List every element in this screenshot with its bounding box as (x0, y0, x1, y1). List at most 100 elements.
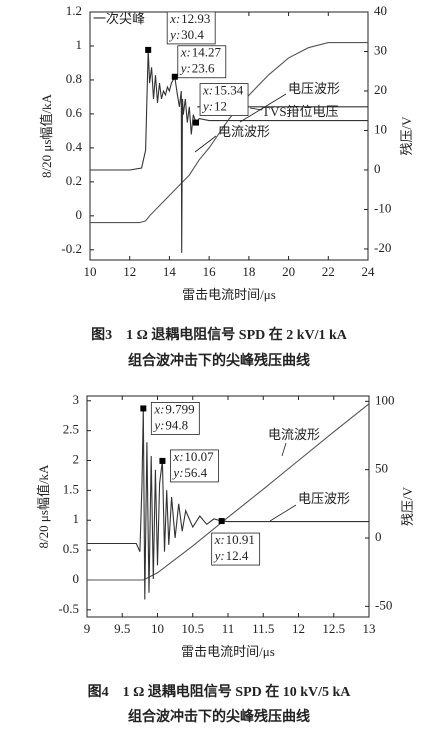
datatip-key: y: (201, 99, 213, 114)
label-leader (239, 93, 287, 123)
y2-tick-label: 40 (374, 3, 387, 18)
series-line (90, 42, 368, 224)
datatip-box (166, 11, 216, 45)
y-tick-label: -0.2 (61, 241, 82, 256)
x-tick-label: 9 (84, 621, 91, 636)
y-tick-label: 0 (76, 207, 83, 222)
y2-tick-label: -50 (375, 597, 392, 612)
datatip-marker (171, 73, 178, 80)
y-tick-label: 0.4 (66, 139, 83, 154)
x-tick-label: 12 (123, 264, 136, 279)
plot-frame (86, 395, 370, 618)
x-tick-label: 12.5 (322, 621, 345, 636)
series-label: 电压波形 (288, 81, 340, 96)
x-tick-label: 20 (282, 264, 295, 279)
series-label: 电流波形 (268, 427, 320, 442)
y-tick-label: 1.2 (66, 3, 82, 18)
datatip-box (150, 402, 200, 435)
datatip-value: 12 (214, 99, 227, 114)
datatip-key: x: (202, 83, 213, 98)
plot-frame (89, 11, 369, 261)
x-tick-label: 10.5 (181, 621, 204, 636)
y-tick-label: 0.5 (63, 541, 79, 556)
label-leader (269, 504, 297, 522)
y2-tick-label: 10 (374, 121, 387, 136)
datatip-key: x: (214, 532, 225, 547)
datatip-box (211, 532, 261, 566)
y-tick-label: 1 (73, 511, 80, 526)
datatip-value: 14.27 (192, 45, 222, 60)
datatip-key: y: (171, 465, 183, 480)
y-tick-label: 0.2 (66, 173, 82, 188)
datatip-value: 94.8 (165, 417, 188, 432)
x-tick-label: 24 (362, 264, 376, 279)
datatip-value: 30.4 (181, 27, 204, 42)
caption: 组合波冲击下的尖峰残压曲线 (128, 352, 310, 369)
y2-tick-label: -10 (374, 200, 391, 215)
y-tick-label: -0.5 (58, 601, 79, 616)
datatip-box (199, 83, 249, 116)
annotation: 一次尖峰 (93, 11, 145, 26)
datatip-value: 23.6 (192, 61, 215, 76)
datatip-box (177, 45, 227, 79)
datatip-key: y: (179, 61, 191, 76)
y2-tick-label: -20 (374, 240, 391, 255)
datatip-marker (140, 405, 147, 412)
datatip-value: 12.93 (181, 11, 210, 26)
caption: 图3 1 Ω 退耦电阻信号 SPD 在 2 kV/1 kA (91, 326, 348, 343)
x-tick-label: 11 (222, 621, 235, 636)
datatip-key: x: (153, 401, 164, 416)
label-leader (281, 442, 287, 457)
x-tick-label: 22 (322, 264, 335, 279)
y2-tick-label: 0 (374, 161, 381, 176)
datatip-marker (218, 518, 225, 525)
x-tick-label: 16 (203, 264, 217, 279)
datatip-marker (159, 457, 166, 464)
y-axis-label: 8/20 μs幅值/kA (39, 93, 54, 178)
x-tick-label: 18 (242, 264, 255, 279)
caption: 图4 1 Ω 退耦电阻信号 SPD 在 10 kV/5 kA (88, 683, 352, 700)
x-tick-label: 10 (151, 621, 164, 636)
datatip-value: 10.07 (184, 449, 214, 464)
datatip-value: 9.799 (165, 401, 194, 416)
y-tick-label: 1 (76, 37, 83, 52)
datatip-marker (193, 119, 200, 126)
label-leader (249, 107, 263, 111)
y-tick-label: 0.6 (66, 105, 83, 120)
datatip-key: y: (168, 27, 180, 42)
datatip-value: 12.4 (226, 548, 249, 563)
series-line (87, 403, 370, 581)
caption: 组合波冲击下的尖峰残压曲线 (128, 708, 310, 725)
series-label: 电压波形 (298, 491, 350, 506)
datatip-key: x: (180, 45, 191, 60)
x-axis-label: 雷击电流时间/μs (181, 644, 275, 659)
x-tick-label: 13 (363, 621, 376, 636)
x-tick-label: 12 (292, 621, 305, 636)
y2-axis-label: 残压/V (399, 116, 414, 156)
y-tick-label: 1.5 (63, 481, 79, 496)
datatip-box (170, 449, 219, 483)
series-label: 电流波形 (218, 124, 270, 139)
datatip-value: 10.91 (226, 532, 255, 547)
datatip-marker (145, 46, 152, 53)
x-tick-label: 14 (163, 264, 177, 279)
datatip-value: 56.4 (184, 465, 207, 480)
x-tick-label: 11.5 (252, 621, 274, 636)
datatip-key: x: (169, 11, 180, 26)
datatip-key: y: (152, 417, 164, 432)
y-tick-label: 0.8 (66, 71, 82, 86)
datatip-value: 15.34 (214, 83, 244, 98)
x-axis-label: 雷击电流时间/μs (182, 287, 276, 302)
label-leader (194, 135, 217, 153)
y2-tick-label: 0 (375, 529, 382, 544)
y-axis-label: 8/20 μs幅值/kA (36, 464, 51, 549)
x-tick-label: 9.5 (114, 621, 130, 636)
datatip-key: x: (172, 449, 183, 464)
y-tick-label: 3 (73, 392, 80, 407)
datatip-key: y: (213, 548, 225, 563)
y-tick-label: 2 (73, 451, 80, 466)
series-label: TVS箝位电压 (262, 104, 339, 119)
y2-tick-label: 100 (375, 392, 395, 407)
y-tick-label: 0 (73, 571, 80, 586)
y2-tick-label: 50 (375, 461, 388, 476)
